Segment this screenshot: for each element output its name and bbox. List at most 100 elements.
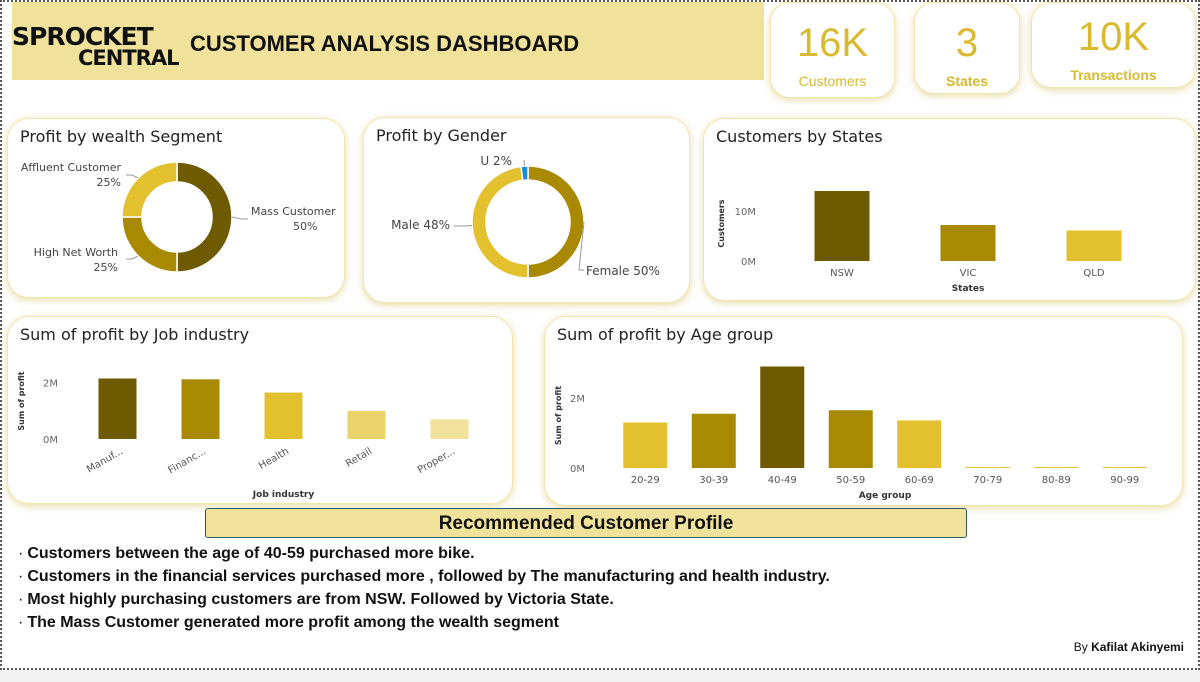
gender-slice (527, 165, 585, 279)
wealth-slice-percent: 25% (97, 176, 121, 189)
age-y-tick: 2M (570, 394, 585, 405)
job-industry-bar-chart: 0M 2M Sum of profit Manuf... Financ... Health… (17, 371, 469, 500)
kpi-value-transactions: 10K (1077, 15, 1150, 59)
age-bar (691, 413, 736, 468)
age-bar (1034, 466, 1079, 468)
wealth-slice (121, 216, 178, 273)
age-x-tick: 90-99 (1110, 475, 1139, 486)
states-title: Customers by States (716, 127, 883, 146)
age-bar (760, 366, 805, 468)
wealth-segment-card: Profit by wealth Segment Mass Customer 50… (7, 118, 345, 298)
logo-text-line2: CENTRAL (78, 46, 179, 70)
kpi-value-customers: 16K (796, 21, 869, 65)
recommendation-text: The Mass Customer generated more profit … (27, 614, 559, 631)
job-x-tick: Retail (344, 446, 374, 470)
recommendation-text: Customers between the age of 40-59 purch… (27, 545, 475, 562)
age-x-tick: 60-69 (905, 475, 934, 486)
job-bar (347, 410, 386, 439)
recommendation-point-2: · Customers in the financial services pur… (18, 568, 830, 586)
recommendation-title: Recommended Customer Profile (205, 508, 967, 538)
recommendation-text: Customers in the financial services purc… (27, 568, 830, 585)
age-y-tick: 0M (570, 464, 585, 475)
age-x-tick: 40-49 (768, 475, 797, 486)
job-bar (98, 378, 137, 439)
job-y-tick: 0M (43, 435, 58, 446)
gender-leader-line (578, 221, 585, 271)
wealth-leader-line (231, 216, 248, 220)
wealth-slice (121, 161, 178, 218)
states-y-tick: 0M (741, 257, 756, 268)
kpi-label-customers: Customers (798, 73, 867, 89)
job-x-tick: Health (257, 446, 291, 472)
job-industry-card: Sum of profit by Job industry 0M 2M Sum of… (7, 316, 513, 504)
age-group-card: Sum of profit by Age group 0M 2M Sum of pr… (544, 316, 1183, 506)
states-bar-chart: 0M 10M Customers NSW VIC QLD States (717, 191, 1122, 294)
job-bar (181, 379, 220, 439)
gender-slice (520, 165, 529, 182)
gender-title: Profit by Gender (376, 126, 507, 145)
wealth-slice-label: Mass Customer (251, 205, 336, 218)
recommendation-point-4: · The Mass Customer generated more profit… (18, 614, 559, 632)
gender-card: Profit by Gender Female 50% Male 48% U 2% (363, 117, 690, 303)
wealth-slice-label: Affluent Customer (21, 161, 122, 174)
age-bar (828, 410, 873, 468)
bullet: · (18, 568, 24, 585)
gender-slice-label: U 2% (480, 154, 512, 168)
states-x-axis-label: States (952, 284, 985, 294)
author-name: Kafilat Akinyemi (1091, 640, 1184, 654)
job-bar (430, 419, 469, 439)
age-x-tick: 50-59 (836, 475, 865, 486)
states-y-axis-label: Customers (717, 199, 726, 247)
recommendation-text: Most highly purchasing customers are fro… (27, 591, 614, 608)
wealth-slice-percent: 25% (94, 261, 118, 274)
gender-slice-label: Male 48% (391, 218, 450, 232)
wealth-slice-percent: 50% (293, 220, 317, 233)
recommendation-point-3: · Most highly purchasing customers are fr… (18, 591, 614, 609)
logo-text-line1: SPROCKET (12, 22, 154, 51)
bullet: · (18, 545, 24, 562)
age-bar (965, 466, 1010, 468)
states-x-tick: VIC (960, 268, 977, 279)
bullet: · (18, 614, 24, 631)
age-bar (897, 420, 942, 468)
kpi-value-states: 3 (955, 21, 979, 65)
job-x-axis-label: Job industry (252, 490, 315, 500)
age-x-tick: 70-79 (973, 475, 1002, 486)
states-bar (1066, 230, 1122, 261)
job-industry-title: Sum of profit by Job industry (20, 325, 250, 344)
job-bar (264, 392, 303, 439)
wealth-slice (176, 161, 233, 273)
states-x-tick: QLD (1083, 268, 1104, 279)
age-group-bar-chart: 0M 2M Sum of profit 20-29 30-39 40-49 50-59 60-… (554, 366, 1147, 501)
bullet: · (18, 591, 24, 608)
age-x-axis-label: Age group (859, 491, 912, 501)
kpi-card-transactions: 10K Transactions (1031, 2, 1196, 88)
states-card: Customers by States 0M 10M Customers NSW VIC… (703, 118, 1196, 301)
wealth-leader-line (126, 174, 139, 179)
gender-slice-label: Female 50% (586, 264, 660, 278)
states-bar (814, 191, 870, 261)
kpi-label-states: States (945, 73, 989, 89)
age-y-axis-label: Sum of profit (554, 386, 563, 445)
wealth-segment-donut: Mass Customer 50% High Net Worth 25% Affluen… (21, 161, 336, 274)
job-x-tick: Financ... (166, 446, 208, 476)
gender-donut: Female 50% Male 48% U 2% (391, 154, 660, 279)
age-bar (1102, 466, 1147, 468)
author-prefix: By (1073, 640, 1088, 654)
age-group-title: Sum of profit by Age group (557, 325, 774, 344)
page-title: CUSTOMER ANALYSIS DASHBOARD (190, 31, 580, 56)
states-y-tick: 10M (735, 207, 756, 218)
kpi-card-states: 3 States (914, 2, 1020, 94)
recommendation-point-1: · Customers between the age of 40-59 purc… (18, 545, 475, 563)
gender-slice (471, 165, 529, 279)
age-bar (623, 422, 668, 468)
age-x-tick: 80-89 (1042, 475, 1071, 486)
job-y-axis-label: Sum of profit (17, 371, 26, 430)
job-x-tick: Manuf... (85, 446, 125, 475)
kpi-label-transactions: Transactions (1070, 67, 1157, 83)
author-credit: By Kafilat Akinyemi (1074, 640, 1184, 654)
states-bar (940, 225, 996, 261)
states-x-tick: NSW (830, 268, 854, 279)
age-x-tick: 30-39 (699, 475, 728, 486)
header-banner: SPROCKET CENTRAL CUSTOMER ANALYSIS DASHB… (12, 2, 764, 80)
